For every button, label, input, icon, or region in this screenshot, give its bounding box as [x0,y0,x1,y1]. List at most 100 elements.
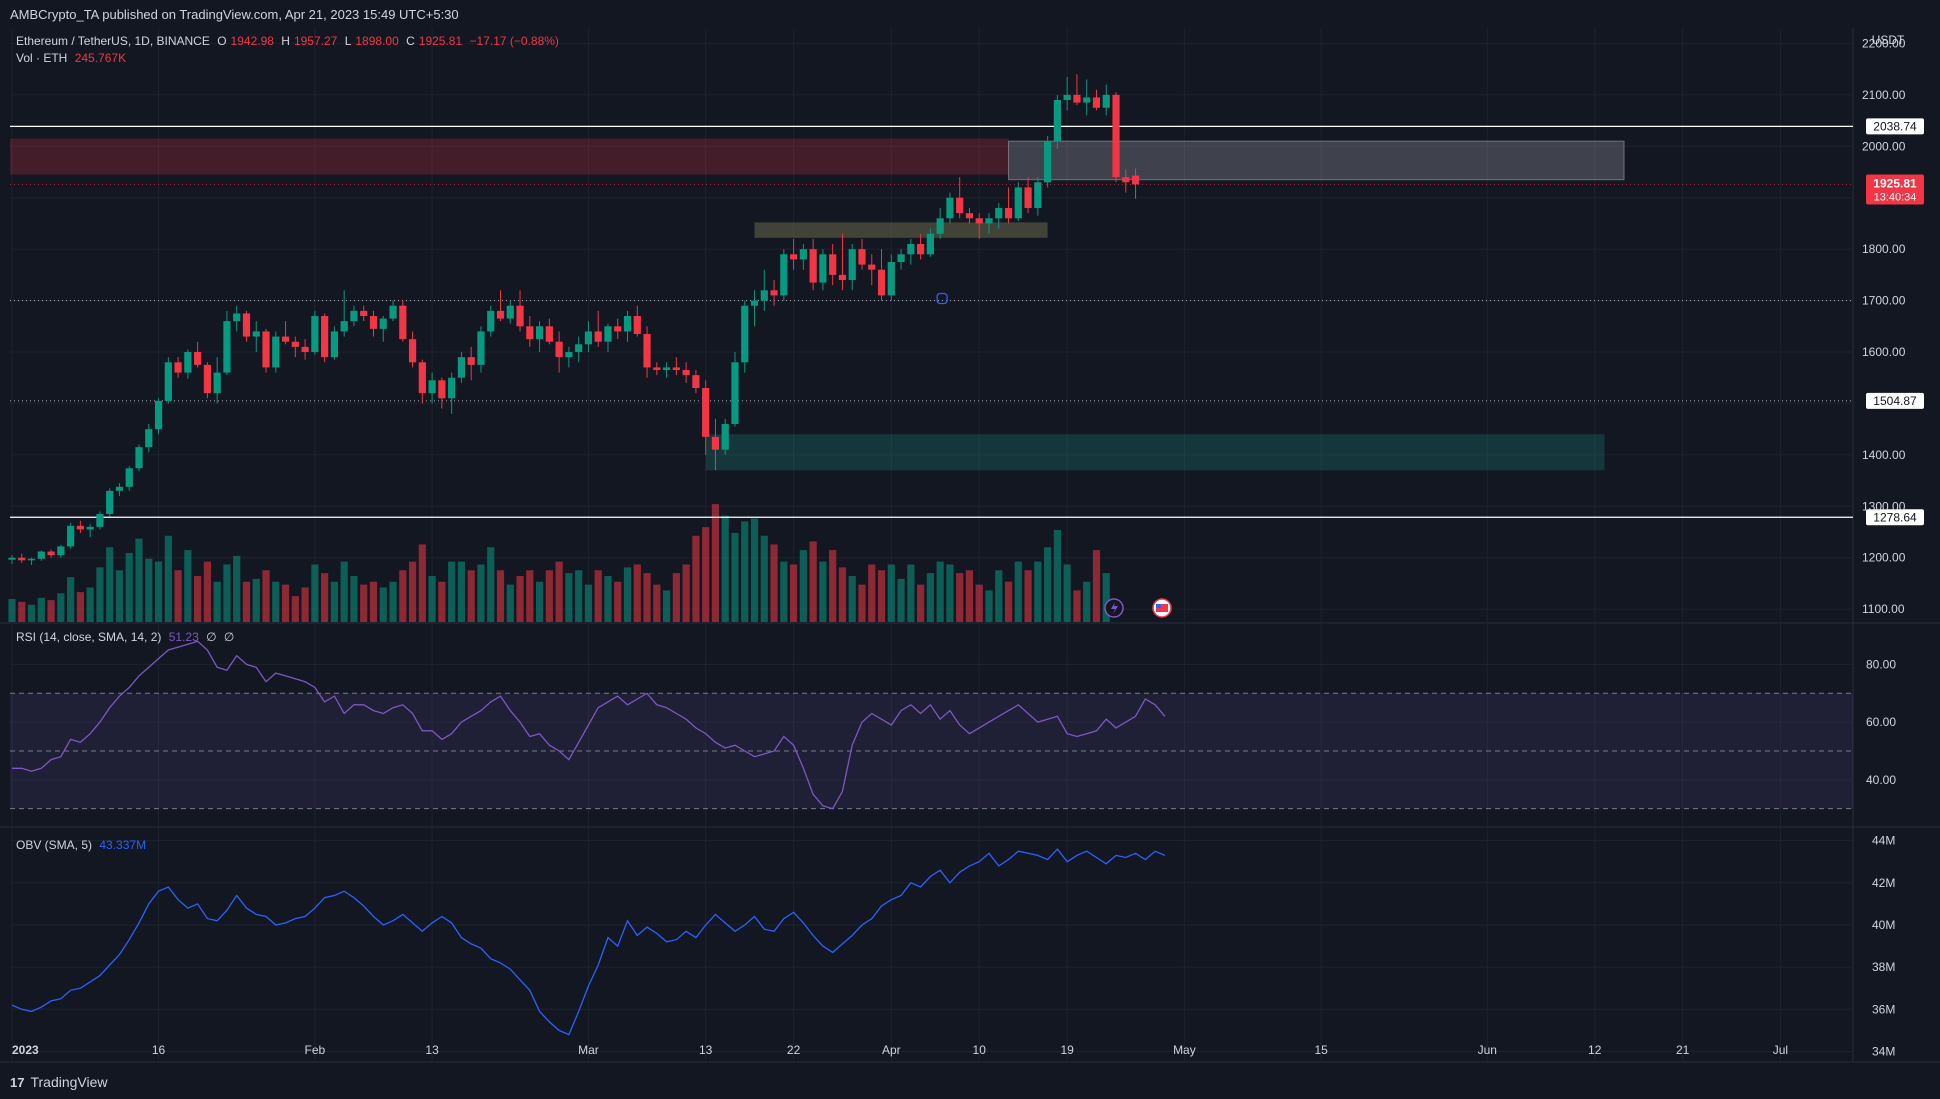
volume-bar [594,570,602,622]
volume-bar [897,578,905,622]
volume-bar [457,561,466,622]
rsi-tick-label: 40.00 [1866,773,1896,787]
candle-body [731,362,739,424]
price-tick-label: 2000.00 [1862,139,1906,153]
obv-line [11,848,1166,1036]
date-tick-label: 19 [1060,1043,1074,1057]
price-tick-label: 1400.00 [1862,448,1906,462]
rsi-legend: RSI (14, close, SMA, 14, 2) 51.23 ∅ ∅ [16,630,238,644]
candle-body [682,370,690,376]
tradingview-brand: TradingView [30,1074,108,1090]
alert-marker [936,292,948,305]
countdown-label: 13:40:34 [1874,191,1917,203]
volume-bar [604,576,612,622]
rsi-na-2: ∅ [223,630,235,644]
rsi-pane [10,640,1853,810]
candle-body [1102,94,1110,108]
date-tick-label: 10 [973,1043,987,1057]
candle-body [194,352,202,365]
obv-tick-label: 44M [1872,834,1895,848]
volume-bar [233,555,241,622]
price-tick-label: 1200.00 [1862,551,1906,565]
candle-body [917,244,925,255]
zone-supply-gray [1008,140,1625,181]
volume-bar [96,567,104,622]
volume-bar [868,564,876,622]
volume-bar [1014,561,1022,622]
volume-bar [57,593,65,622]
candle-body [369,316,378,329]
volume-bar [76,592,84,622]
volume-bar [37,597,45,622]
volume-bar [575,570,583,622]
volume-bar [330,581,339,622]
volume-bar [1092,550,1101,622]
chart[interactable]: 2038.74 1504.87 1278.64 USDT 1100.00 1200.00 1… [0,0,1940,1068]
candle-body [1044,141,1052,183]
volume-bar [389,581,397,622]
candle-body [154,400,163,430]
volume-bar [350,576,358,622]
grid [0,28,1940,1063]
candle-body [1004,208,1013,219]
candle-body [340,321,348,332]
volume-bar [838,567,847,622]
volume-bar [682,564,690,622]
candle-body [408,339,417,363]
high-value: 1957.27 [293,34,338,48]
volume-bar [614,581,622,622]
low-label: L [344,34,352,48]
volume-bar [741,521,749,622]
price-line-label: 1504.87 [1873,394,1917,408]
price-line-label-bg [1866,392,1924,409]
candle-body [516,305,524,327]
date-tick-label: 21 [1676,1043,1690,1057]
candle-body [653,367,661,370]
candle-body [868,264,876,270]
volume-bar [135,538,143,622]
chart-markers [936,292,1172,618]
candle-body [545,326,553,342]
volume-bar [379,587,387,622]
volume-label: Vol · ETH [16,51,68,65]
volume-bar [164,535,172,622]
candle-body [1024,187,1032,208]
volume-bar [545,570,553,622]
volume-bar [252,578,260,622]
close-label: C [406,34,415,48]
candle-body [477,331,485,365]
candle-body [907,244,915,255]
volume-bar [926,573,934,622]
volume-bar [311,564,319,622]
volume-bar [203,561,211,622]
tradingview-logo[interactable]: 17 TradingView [10,1074,108,1090]
volume-bar [858,584,866,622]
candle-body [106,490,114,514]
volume-bar [360,584,368,622]
candle-body [311,316,319,352]
zone-demand-teal [705,434,1605,471]
volume-bar [975,584,983,622]
volume-bar [985,590,993,622]
candle-body [96,514,104,527]
candle-body [27,558,36,561]
candle-body [428,380,436,394]
volume-bar [819,561,827,622]
price-tick-label: 2200.00 [1862,36,1906,50]
candle-body [1034,182,1042,208]
price-line-label: 1278.64 [1873,510,1917,524]
candle-body [418,362,426,394]
volume-bar [399,570,407,622]
candle-body [1112,94,1120,178]
volume-value: 245.767K [74,51,127,65]
volume-legend: Vol · ETH 245.767K [16,51,130,65]
candle-body [1073,94,1081,103]
candle-body [145,429,153,448]
price-tick-label: 1700.00 [1862,294,1906,308]
volume-bar [487,547,495,622]
volume-bar [1063,564,1071,622]
volume-bar [965,570,974,622]
candle-body [272,336,280,368]
high-label: H [281,34,290,48]
price-tick-label: 1100.00 [1862,602,1905,616]
